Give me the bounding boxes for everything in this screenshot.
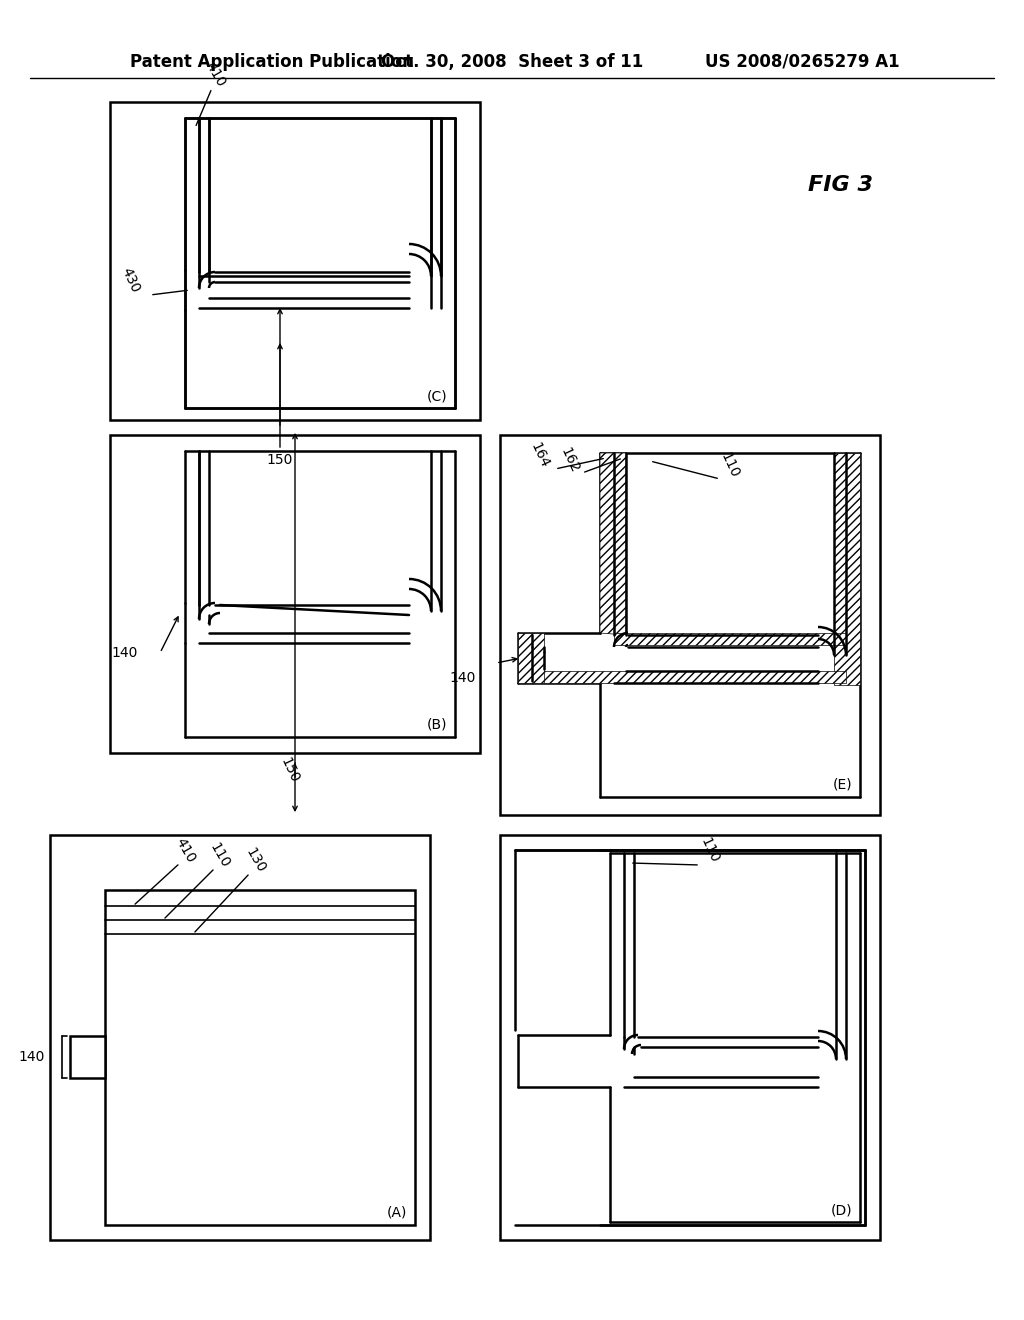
Text: (D): (D) xyxy=(830,1203,852,1217)
Text: FIG 3: FIG 3 xyxy=(808,176,872,195)
Polygon shape xyxy=(518,634,544,682)
Bar xyxy=(500,836,880,1239)
Polygon shape xyxy=(600,453,626,635)
Bar xyxy=(110,436,480,752)
Polygon shape xyxy=(532,671,846,682)
Polygon shape xyxy=(614,634,846,645)
Text: 110: 110 xyxy=(718,450,742,480)
Bar xyxy=(500,436,880,814)
Text: 140: 140 xyxy=(450,671,476,685)
Text: 140: 140 xyxy=(112,645,138,660)
Text: 162: 162 xyxy=(558,445,582,475)
Text: (C): (C) xyxy=(426,389,447,403)
Bar xyxy=(105,890,415,1225)
Text: 410: 410 xyxy=(172,836,198,865)
Text: 140: 140 xyxy=(18,1049,45,1064)
Text: 130: 130 xyxy=(243,845,267,875)
Text: 150: 150 xyxy=(279,755,302,785)
Bar xyxy=(185,310,455,408)
Text: (B): (B) xyxy=(427,718,447,733)
Text: (A): (A) xyxy=(387,1206,407,1220)
Bar xyxy=(185,271,225,310)
Text: 430: 430 xyxy=(118,265,142,294)
Text: 110: 110 xyxy=(698,836,722,865)
Bar xyxy=(185,117,455,271)
Bar xyxy=(225,271,455,408)
Polygon shape xyxy=(834,453,860,685)
Text: Patent Application Publication: Patent Application Publication xyxy=(130,53,414,71)
Text: (E): (E) xyxy=(833,777,852,792)
Text: US 2008/0265279 A1: US 2008/0265279 A1 xyxy=(706,53,900,71)
Text: 150: 150 xyxy=(267,453,293,467)
Text: 410: 410 xyxy=(203,59,227,88)
Text: 110: 110 xyxy=(207,840,232,870)
Text: Oct. 30, 2008  Sheet 3 of 11: Oct. 30, 2008 Sheet 3 of 11 xyxy=(381,53,643,71)
Bar xyxy=(110,102,480,420)
Bar xyxy=(50,836,430,1239)
Text: 164: 164 xyxy=(528,440,552,470)
Bar xyxy=(70,1036,105,1078)
